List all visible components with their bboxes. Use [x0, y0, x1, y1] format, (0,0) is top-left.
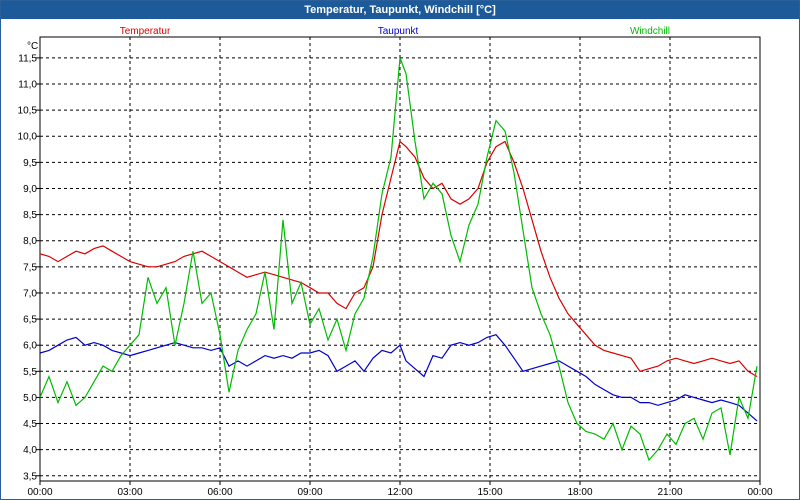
- legend-item: Windchill: [630, 26, 670, 37]
- y-tick-label: 4,0: [23, 445, 37, 456]
- x-axis-ticks: 00:0017.12.2303:0017.12.2306:0017.12.230…: [27, 481, 773, 498]
- vertical-gridlines: [129, 37, 671, 481]
- y-tick-label: 4,5: [23, 419, 37, 430]
- legend: Temperatur Taupunkt Windchill: [120, 26, 670, 37]
- y-tick-label: 8,0: [23, 236, 37, 247]
- y-axis-ticks: 3,5 4,0 4,5 5,0 5,5 6,0 6,5 7,0 7,5 8,0 8,5 9,0 9,5 1…: [18, 53, 40, 482]
- y-tick-label: 10,0: [18, 132, 38, 143]
- x-tick-time-label: 15:00: [477, 487, 502, 498]
- y-axis-unit-label: °C: [27, 41, 38, 52]
- y-tick-label: 9,0: [23, 184, 37, 195]
- x-tick-time-label: 21:00: [657, 487, 682, 498]
- line-chart: 3,5 4,0 4,5 5,0 5,5 6,0 6,5 7,0 7,5 8,0 8,5 9,0 9,5 1…: [18, 26, 773, 498]
- y-tick-label: 10,5: [18, 106, 38, 117]
- y-tick-label: 8,5: [23, 210, 37, 221]
- y-tick-label: 7,5: [23, 262, 37, 273]
- series-line-windchill: [39, 57, 758, 462]
- series-lines: [39, 57, 758, 462]
- y-tick-label: 11,5: [18, 53, 37, 64]
- y-tick-label: 3,5: [23, 471, 37, 482]
- y-tick-label: 9,5: [23, 158, 37, 169]
- x-tick-time-label: 12:00: [387, 487, 412, 498]
- x-tick-time-label: 00:00: [747, 487, 772, 498]
- legend-item: Taupunkt: [378, 26, 419, 37]
- x-tick-time-label: 09:00: [297, 487, 322, 498]
- legend-item: Temperatur: [120, 26, 171, 37]
- y-tick-label: 5,0: [23, 393, 37, 404]
- y-tick-label: 6,5: [23, 315, 37, 326]
- x-tick-time-label: 00:00: [27, 487, 52, 498]
- window-title: Temperatur, Taupunkt, Windchill [°C]: [1, 1, 799, 19]
- y-tick-label: 11,0: [18, 80, 37, 91]
- x-tick-time-label: 18:00: [567, 487, 592, 498]
- x-tick-time-label: 06:00: [207, 487, 232, 498]
- series-line-taupunkt: [39, 334, 758, 422]
- y-tick-label: 5,5: [23, 367, 37, 378]
- y-tick-label: 6,0: [23, 341, 37, 352]
- y-tick-label: 7,0: [23, 288, 37, 299]
- series-line-temperatur: [39, 140, 758, 378]
- x-tick-time-label: 03:00: [117, 487, 142, 498]
